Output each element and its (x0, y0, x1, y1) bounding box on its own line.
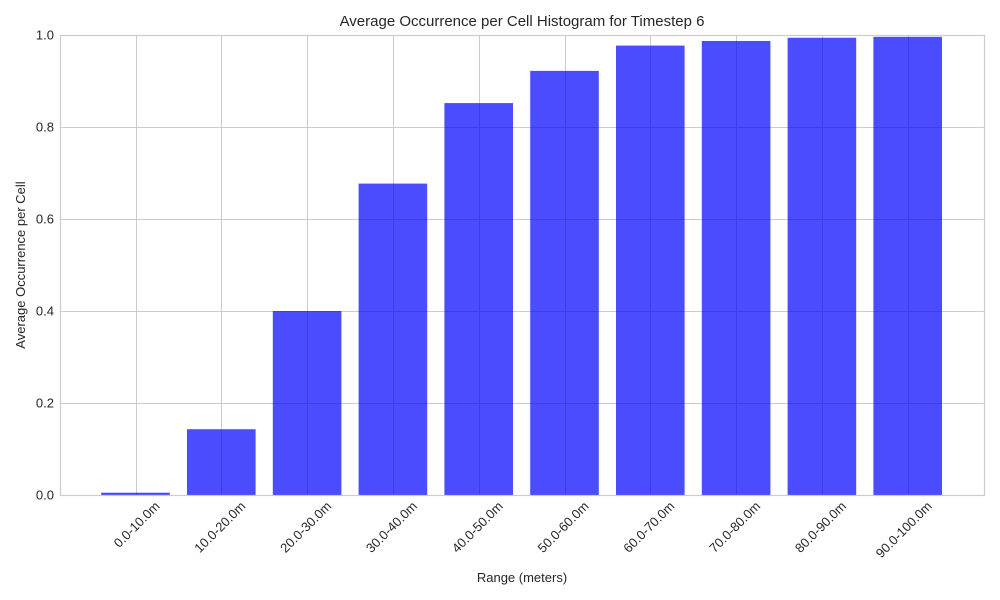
bars (101, 36, 942, 496)
bar-70.0-80.0m (701, 40, 771, 495)
bar-50.0-60.0m (530, 70, 599, 495)
y-tick-label: 0.4 (36, 304, 54, 319)
x-tick-label: 80.0-90.0m (792, 499, 849, 556)
x-tick-label: 90.0-100.0m (873, 499, 935, 561)
bar-40.0-50.0m (444, 103, 513, 495)
chart-title: Average Occurrence per Cell Histogram fo… (340, 13, 705, 30)
bar-30.0-40.0m (358, 183, 428, 495)
y-tick-label: 0.0 (36, 488, 54, 503)
bar-0.0-10.0m (101, 492, 170, 495)
x-tick-label: 30.0-40.0m (363, 499, 420, 556)
bar-60.0-70.0m (616, 45, 685, 496)
bar-90.0-100.0m (873, 36, 942, 496)
x-axis-label: Range (meters) (477, 570, 567, 585)
bar-20.0-30.0m (272, 311, 342, 495)
plot-frame (59, 34, 986, 497)
x-tick-label: 40.0-50.0m (449, 499, 506, 556)
x-tick-label: 50.0-60.0m (535, 499, 592, 556)
x-tick-label: 60.0-70.0m (620, 499, 677, 556)
x-tick-label: 10.0-20.0m (191, 499, 248, 556)
y-tick-label: 1.0 (36, 28, 54, 43)
x-tick-label: 70.0-80.0m (706, 499, 763, 556)
y-tick-label: 0.2 (36, 396, 54, 411)
x-tick-label: 20.0-30.0m (277, 499, 334, 556)
x-axis-ticks: 0.0-10.0m 10.0-20.0m 20.0-30.0m 30.0-40.0m 4… (111, 499, 935, 561)
bar-80.0-90.0m (787, 37, 857, 495)
y-tick-label: 0.8 (36, 120, 54, 135)
y-tick-label: 0.6 (36, 212, 54, 227)
y-axis-ticks: 0.0 0.2 0.4 0.6 0.8 1.0 (36, 28, 54, 503)
y-axis-label: Average Occurrence per Cell (13, 181, 28, 349)
x-tick-label: 0.0-10.0m (111, 499, 163, 551)
bar-10.0-20.0m (187, 429, 256, 495)
